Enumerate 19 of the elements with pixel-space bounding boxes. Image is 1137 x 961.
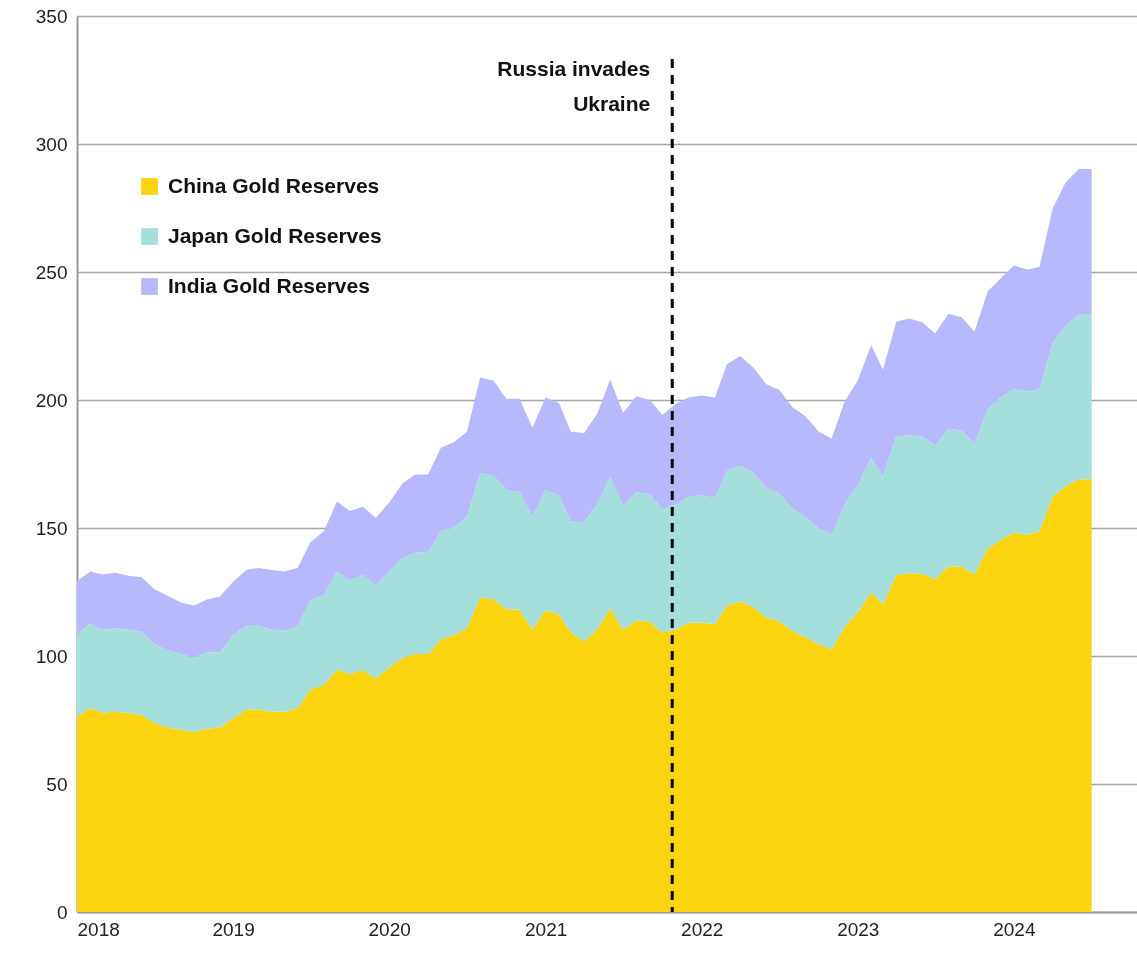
y-tick-label: 100 bbox=[35, 645, 68, 667]
legend-label: China Gold Reserves bbox=[168, 173, 380, 197]
y-tick-label: 250 bbox=[35, 261, 68, 283]
y-tick-label: 50 bbox=[46, 773, 68, 795]
legend-label: India Gold Reserves bbox=[168, 273, 370, 297]
y-tick-label: 350 bbox=[35, 5, 68, 27]
y-tick-label: 150 bbox=[35, 517, 68, 539]
x-tick-label: 2019 bbox=[212, 918, 255, 940]
x-tick-label: 2024 bbox=[993, 918, 1036, 940]
x-tick-label: 2022 bbox=[681, 918, 724, 940]
ref-line-label: Russia invades Ukraine bbox=[497, 57, 651, 116]
y-tick-label: 300 bbox=[35, 133, 68, 155]
x-tick-label: 2018 bbox=[77, 918, 120, 940]
x-tick-label: 2021 bbox=[525, 918, 568, 940]
legend-label: Japan Gold Reserves bbox=[168, 223, 382, 247]
x-tick-label: 2020 bbox=[368, 918, 411, 940]
y-tick-label: 200 bbox=[35, 389, 68, 411]
x-tick-label: 2023 bbox=[837, 918, 880, 940]
y-tick-label: 0 bbox=[56, 901, 68, 923]
